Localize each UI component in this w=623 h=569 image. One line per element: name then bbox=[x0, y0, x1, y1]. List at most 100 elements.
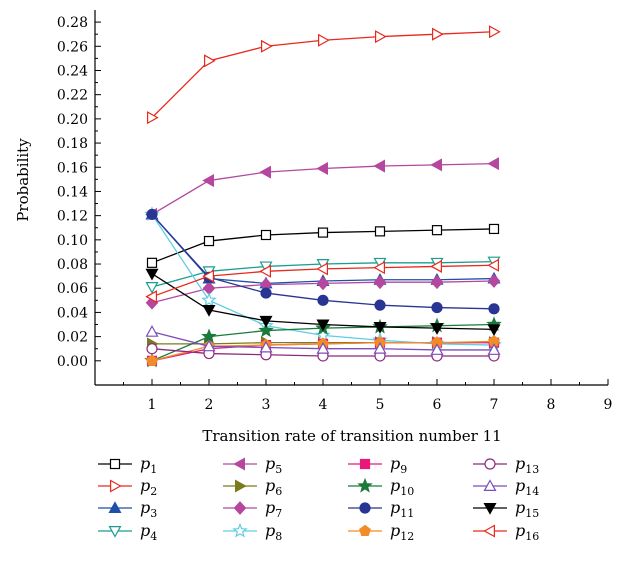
legend-label-p8: p8 bbox=[265, 521, 282, 543]
legend-swatch-marker bbox=[233, 501, 247, 515]
series-p5 bbox=[145, 157, 499, 221]
data-point-p10 bbox=[201, 328, 217, 344]
data-point-p15 bbox=[259, 315, 273, 328]
legend-item-p8: p8 bbox=[223, 521, 282, 543]
data-point-p14 bbox=[373, 341, 387, 354]
data-point-p15 bbox=[487, 324, 501, 337]
x-tick-label: 8 bbox=[547, 397, 556, 413]
series-p3 bbox=[145, 207, 501, 289]
data-point-p1 bbox=[488, 223, 500, 235]
legend-swatch-marker bbox=[483, 524, 495, 538]
x-axis-label: Transition rate of transition number 11 bbox=[202, 427, 501, 445]
data-point-p14 bbox=[145, 325, 159, 337]
data-point-p15 bbox=[430, 323, 444, 335]
series-p16 bbox=[145, 258, 499, 304]
legend-item-p4: p4 bbox=[98, 521, 157, 543]
legend-label-p9: p9 bbox=[390, 454, 407, 476]
data-point-p5 bbox=[373, 159, 385, 173]
data-point-p15 bbox=[316, 319, 330, 332]
data-point-p7 bbox=[430, 275, 444, 290]
data-point-p13 bbox=[146, 343, 158, 355]
data-point-p11 bbox=[260, 287, 272, 299]
legend-swatch-marker bbox=[484, 458, 496, 470]
legend-item-p11: p11 bbox=[348, 498, 414, 520]
data-point-p5 bbox=[487, 157, 499, 171]
y-tick-label: 0.02 bbox=[57, 330, 88, 346]
y-tick-label: 0.22 bbox=[57, 88, 88, 104]
data-point-p1 bbox=[317, 227, 329, 238]
legend-label-p7: p7 bbox=[265, 498, 282, 520]
data-point-p11 bbox=[374, 299, 386, 311]
y-tick-label: 0.00 bbox=[57, 354, 88, 370]
y-tick-label: 0.14 bbox=[57, 184, 88, 200]
data-point-p11 bbox=[431, 301, 443, 314]
legend-item-p10: p10 bbox=[348, 476, 414, 498]
series-p1 bbox=[146, 223, 500, 268]
legend-label-p14: p14 bbox=[515, 476, 539, 498]
y-tick-label: 0.26 bbox=[57, 39, 88, 55]
data-point-p11 bbox=[146, 208, 158, 221]
data-point-p15 bbox=[145, 268, 159, 281]
y-tick-label: 0.06 bbox=[57, 281, 88, 297]
data-point-p16 bbox=[145, 290, 157, 304]
legend-item-p6: p6 bbox=[223, 476, 282, 498]
data-point-p1 bbox=[431, 225, 443, 236]
data-point-p2 bbox=[261, 39, 273, 53]
legend-swatch-marker bbox=[359, 524, 371, 537]
x-tick-label: 9 bbox=[604, 397, 613, 413]
data-point-p2 bbox=[147, 111, 159, 125]
data-point-p1 bbox=[374, 226, 386, 237]
data-point-p14 bbox=[202, 339, 216, 352]
data-point-p4 bbox=[145, 282, 159, 294]
data-point-p15 bbox=[373, 321, 387, 334]
legend-item-p1: p1 bbox=[98, 454, 157, 476]
legend-swatch-marker bbox=[108, 525, 122, 538]
data-point-p2 bbox=[318, 33, 330, 47]
data-point-p16 bbox=[373, 261, 385, 275]
legend-item-p5: p5 bbox=[223, 454, 282, 476]
data-point-p5 bbox=[259, 165, 271, 179]
legend-swatch-marker bbox=[109, 479, 122, 493]
data-point-p2 bbox=[432, 27, 444, 41]
data-point-p7 bbox=[316, 276, 330, 291]
data-point-p1 bbox=[203, 235, 215, 247]
legend-item-p14: p14 bbox=[473, 476, 539, 498]
y-axis-label: Probability bbox=[14, 138, 32, 222]
y-tick-label: 0.10 bbox=[57, 233, 88, 249]
data-point-p2 bbox=[204, 54, 216, 68]
data-point-p5 bbox=[316, 161, 328, 175]
data-point-p15 bbox=[202, 305, 216, 317]
data-point-p7 bbox=[487, 274, 501, 288]
axes: 0.00 0.02 0.04 0.06 0.08 0.10 0.12 0.14 0.16 0.18… bbox=[57, 10, 613, 413]
legend-label-p12: p12 bbox=[390, 521, 414, 543]
x-tick-label: 4 bbox=[319, 397, 328, 413]
data-point-p12 bbox=[146, 354, 158, 366]
series-line-p2 bbox=[151, 31, 495, 119]
y-tick-label: 0.20 bbox=[57, 112, 88, 128]
data-point-p1 bbox=[260, 229, 272, 241]
legend-label-p1: p1 bbox=[140, 454, 157, 476]
data-point-p16 bbox=[316, 262, 328, 276]
data-point-p2 bbox=[489, 25, 501, 39]
legend-label-p6: p6 bbox=[265, 476, 282, 498]
series-p7 bbox=[145, 274, 501, 310]
legend-label-p5: p5 bbox=[265, 454, 282, 476]
data-point-p16 bbox=[487, 258, 499, 272]
legend-item-p7: p7 bbox=[223, 498, 282, 520]
y-tick-label: 0.24 bbox=[57, 63, 88, 79]
x-tick-label: 1 bbox=[148, 397, 157, 413]
legend-label-p13: p13 bbox=[515, 454, 539, 476]
legend-swatch-marker bbox=[109, 458, 121, 470]
data-point-p16 bbox=[259, 264, 271, 278]
y-tick-label: 0.08 bbox=[57, 257, 88, 273]
data-point-p16 bbox=[202, 269, 214, 283]
series-p15 bbox=[145, 268, 501, 337]
data-point-p7 bbox=[373, 275, 387, 290]
series-p14 bbox=[145, 325, 501, 355]
data-point-p14 bbox=[259, 340, 273, 353]
legend-swatch-marker bbox=[483, 479, 497, 491]
data-point-p14 bbox=[316, 341, 330, 354]
x-tick-label: 5 bbox=[376, 397, 385, 413]
